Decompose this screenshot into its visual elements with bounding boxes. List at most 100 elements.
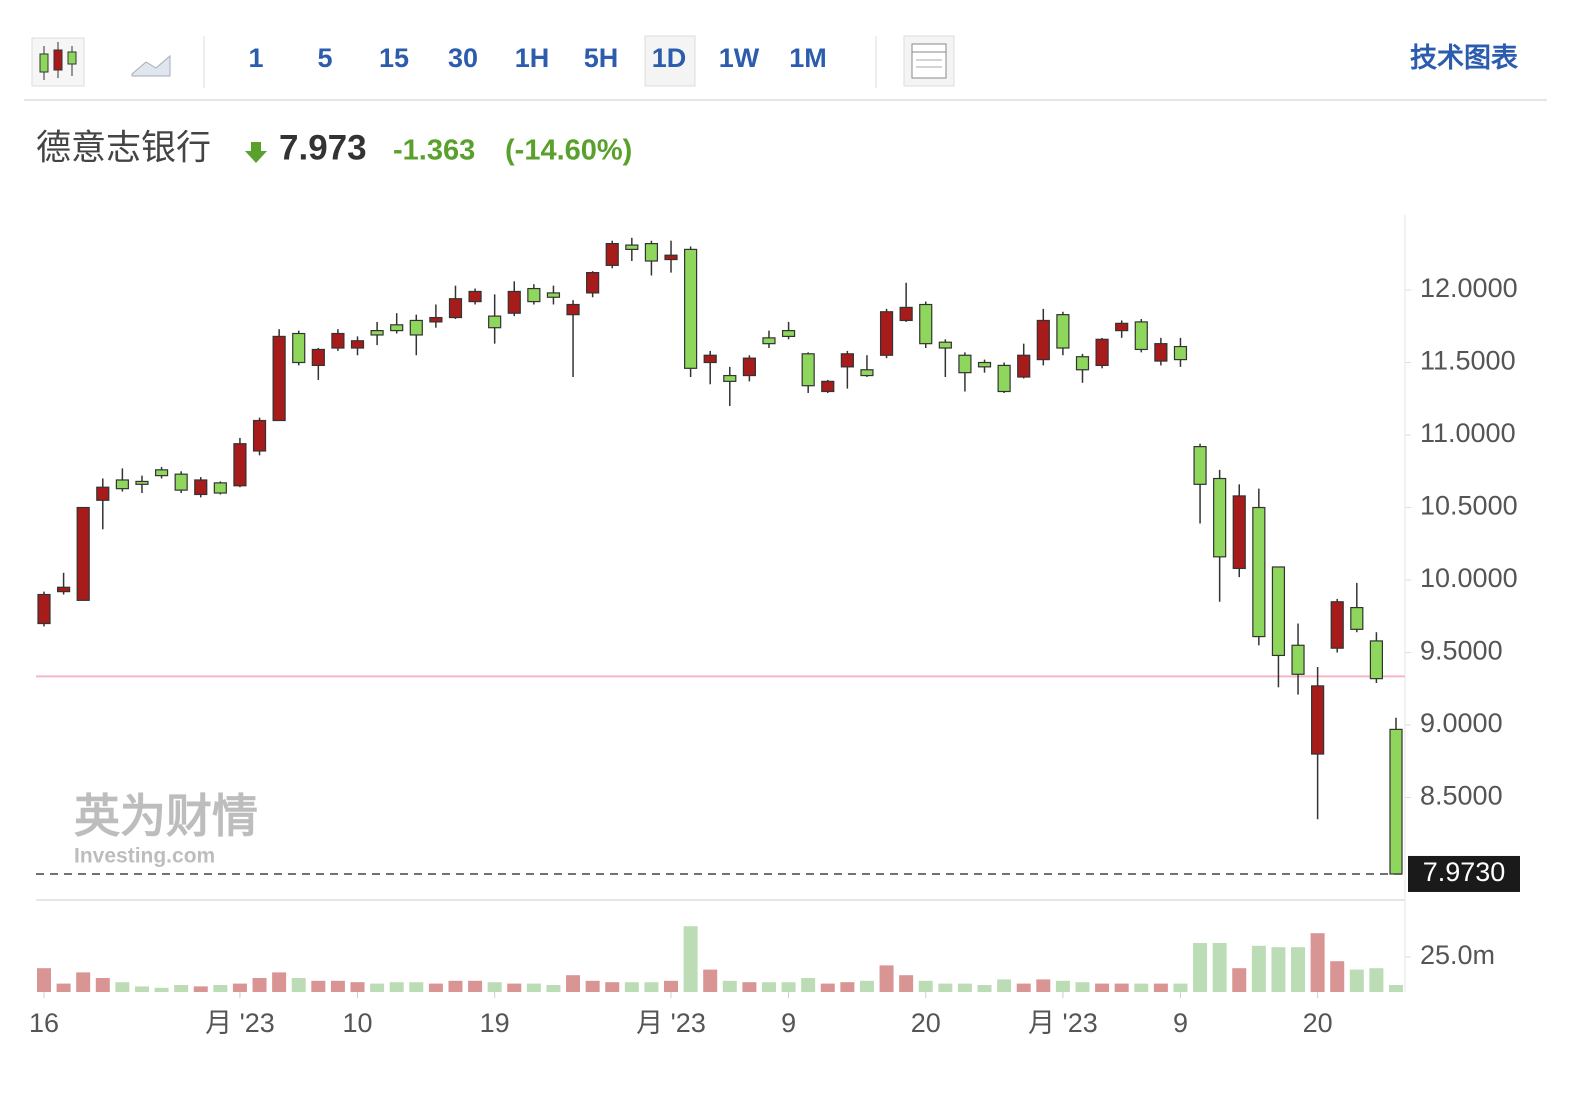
y-tick-label: 10.5000 — [1420, 491, 1518, 521]
y-tick-label: 12.0000 — [1420, 273, 1518, 303]
volume-bar — [174, 985, 189, 992]
candle-body — [586, 272, 600, 294]
candle-body — [527, 287, 541, 303]
candle-body — [1252, 506, 1266, 638]
x-tick-label: 20 — [911, 1008, 941, 1038]
table-icon[interactable] — [903, 35, 955, 87]
candle-body — [154, 469, 169, 477]
candle-body — [723, 374, 737, 382]
volume-bar — [585, 980, 600, 992]
interval-button[interactable]: 1D — [652, 43, 687, 73]
candle-body — [370, 330, 384, 336]
volume-bar — [546, 985, 561, 992]
x-tick-label: 月 '23 — [205, 1008, 275, 1038]
volume-bar — [193, 986, 208, 992]
volume-bar — [154, 987, 169, 992]
volume-bar — [1349, 969, 1364, 992]
volume-bar — [1075, 982, 1090, 992]
line-icon[interactable] — [131, 54, 171, 77]
volume-bar — [624, 982, 639, 992]
x-tick-label: 9 — [781, 1008, 796, 1038]
candle-body — [37, 593, 51, 625]
volume-bar — [370, 983, 385, 992]
change-percent: (-14.60%) — [505, 135, 632, 167]
header: 德意志银行 7.973 -1.363 (-14.60%) — [36, 128, 632, 167]
candle-body — [390, 324, 404, 332]
candle-body — [860, 369, 874, 377]
volume-bar — [1095, 983, 1110, 992]
interval-button[interactable]: 1 — [248, 43, 263, 73]
candle-body — [997, 364, 1011, 393]
volume-bar — [566, 975, 581, 992]
last-price-box — [1408, 855, 1520, 892]
candle-body — [899, 306, 913, 322]
volume-bar — [487, 982, 502, 992]
candle-body — [488, 315, 502, 329]
candle-body — [1134, 321, 1148, 351]
volume-bar — [977, 985, 992, 992]
interval-button[interactable]: 30 — [448, 43, 478, 73]
volume-bar — [938, 983, 953, 992]
candle-body — [801, 353, 815, 387]
candle-body — [1213, 477, 1227, 558]
volume-bar — [1232, 968, 1247, 992]
candle-body — [1075, 356, 1090, 371]
x-tick-label: 月 '23 — [1028, 1008, 1098, 1038]
candle-body — [115, 479, 129, 490]
candle-body — [1056, 314, 1070, 349]
volume-bar — [350, 982, 365, 992]
interval-button[interactable]: 15 — [379, 43, 409, 73]
interval-button[interactable]: 5 — [317, 43, 332, 73]
volume-bar — [1271, 947, 1286, 992]
volume-bar — [1389, 985, 1403, 992]
candle-body — [429, 316, 443, 323]
volume-bar — [95, 978, 110, 992]
x-tick-label: 19 — [480, 1008, 510, 1038]
y-tick-label: 9.0000 — [1420, 708, 1503, 738]
volume-bar — [252, 978, 267, 992]
candle-body — [1017, 354, 1031, 378]
candle-body — [272, 335, 286, 422]
volume-bar — [330, 980, 345, 992]
candle-body — [1291, 644, 1305, 675]
candle-body — [840, 353, 854, 368]
candle-body — [977, 361, 992, 368]
volume-bar — [37, 968, 51, 992]
volume-bar — [1055, 980, 1070, 992]
volume-bar — [899, 975, 914, 992]
selected-box — [644, 35, 696, 87]
volume-bar — [115, 982, 130, 992]
candle-body — [56, 586, 71, 593]
candle-body — [566, 303, 580, 316]
volume-bar — [1134, 983, 1149, 992]
x-tick-label: 10 — [342, 1008, 372, 1038]
volume-bar — [683, 926, 698, 992]
watermark-brand: 英为财情 — [74, 790, 258, 842]
down-arrow — [245, 142, 267, 163]
volume-bar — [1291, 947, 1306, 992]
interval-button[interactable]: 1W — [719, 43, 760, 73]
candle-body — [194, 479, 208, 496]
candle-body — [919, 303, 933, 345]
volume-bar — [56, 983, 71, 992]
menu-link[interactable]: 技术图表 — [1410, 43, 1518, 73]
candle-body — [135, 480, 149, 485]
x-tick-label: 9 — [1173, 1008, 1188, 1038]
volume-bar — [389, 982, 404, 992]
volume-bar — [957, 983, 972, 992]
volume-bar — [781, 982, 796, 992]
candle-icon[interactable] — [31, 37, 85, 87]
candle-body — [1036, 319, 1050, 361]
volume-bar — [1193, 943, 1208, 992]
volume-bar — [1173, 983, 1188, 992]
interval-button[interactable]: 5H — [584, 43, 619, 73]
interval-button[interactable]: 1M — [789, 43, 827, 73]
volume-bar — [468, 980, 483, 992]
volume-bar — [272, 972, 287, 992]
interval-button[interactable]: 1H — [515, 43, 550, 73]
candle-body — [879, 311, 894, 356]
volume-bar — [1036, 979, 1051, 992]
candle-body — [781, 330, 796, 338]
candle-body — [468, 290, 482, 303]
candle-body — [1271, 566, 1286, 657]
